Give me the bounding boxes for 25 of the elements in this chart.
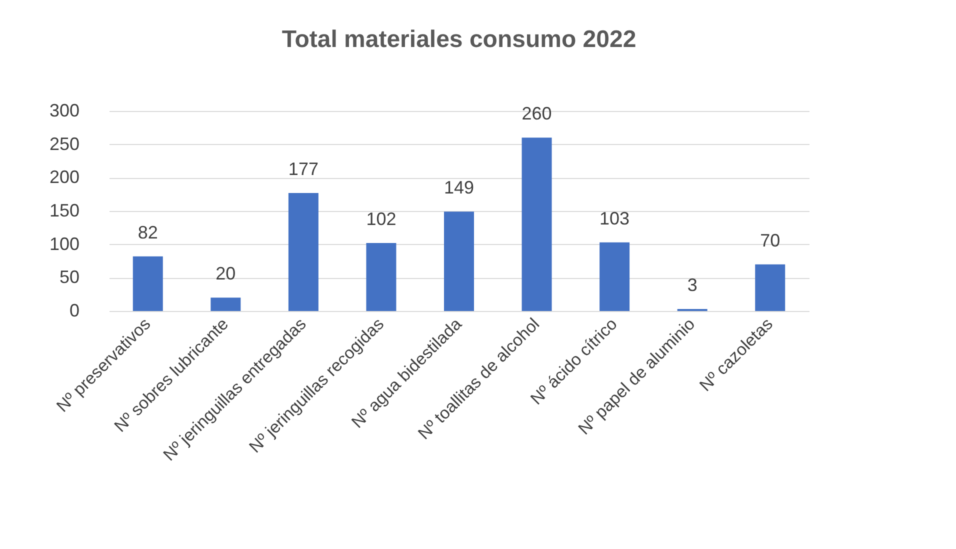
y-tick-label: 100 bbox=[49, 234, 80, 254]
data-label: 82 bbox=[138, 222, 158, 242]
data-label: 3 bbox=[687, 275, 698, 295]
bar bbox=[366, 243, 396, 311]
chart-title: Total materiales consumo 2022 bbox=[282, 26, 636, 53]
y-tick-label: 250 bbox=[49, 134, 80, 154]
y-tick-label: 50 bbox=[59, 267, 80, 288]
y-tick-label: 300 bbox=[49, 100, 80, 120]
y-tick-label: 0 bbox=[69, 300, 80, 320]
data-label: 102 bbox=[366, 209, 396, 229]
data-label: 260 bbox=[522, 104, 552, 124]
bar bbox=[444, 212, 474, 311]
data-label: 103 bbox=[600, 208, 630, 228]
data-label: 20 bbox=[216, 264, 236, 284]
bar bbox=[755, 264, 786, 311]
y-tick-label: 200 bbox=[49, 167, 80, 188]
bar bbox=[210, 298, 241, 311]
bar bbox=[132, 256, 163, 311]
bar bbox=[522, 138, 552, 311]
data-label: 177 bbox=[288, 159, 318, 179]
bar bbox=[288, 193, 318, 311]
y-tick-label: 150 bbox=[49, 200, 80, 220]
data-label: 149 bbox=[444, 178, 474, 198]
data-label: 70 bbox=[760, 230, 780, 250]
bar bbox=[600, 242, 630, 311]
